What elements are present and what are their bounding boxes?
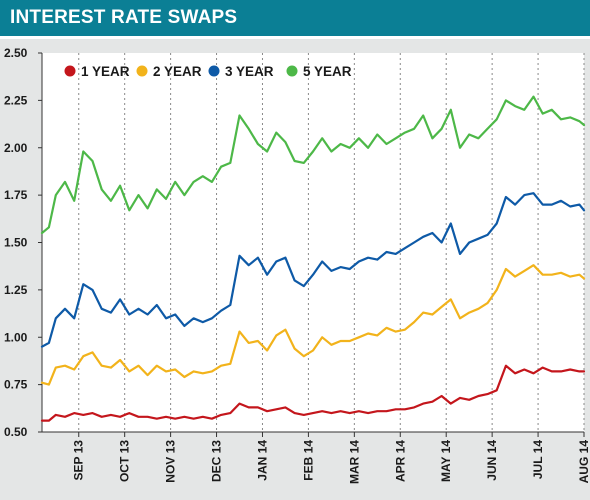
legend-marker [208, 65, 220, 77]
legend-marker [64, 65, 76, 77]
series-line-2-year [40, 264, 586, 386]
x-tick-label: NOV 13 [164, 440, 178, 483]
y-tick-label: 1.25 [4, 283, 28, 297]
line-chart: 0.50 0.75 1.00 1.25 1.50 1.75 2.00 2.25 2.50 SEP… [4, 46, 590, 484]
series-line-3-year [40, 192, 586, 348]
series-line-5-year [40, 95, 586, 235]
chart-panel: 0.50 0.75 1.00 1.25 1.50 1.75 2.00 2.25 2.50 SEP… [0, 39, 590, 500]
x-axis-ticks: SEP 13 OCT 13 NOV 13 DEC 13 JAN 14 FEB 14 MAR … [72, 432, 590, 484]
y-tick-label: 1.75 [4, 188, 28, 202]
legend-label: 2 YEAR [153, 64, 202, 79]
legend-label: 1 YEAR [81, 64, 130, 79]
legend-label: 5 YEAR [303, 64, 352, 79]
y-tick-label: 1.00 [4, 330, 28, 344]
x-tick-label: JUL 14 [531, 440, 545, 479]
y-axis-ticks: 0.50 0.75 1.00 1.25 1.50 1.75 2.00 2.25 2.50 [4, 46, 42, 439]
chart-header: INTEREST RATE SWAPS [0, 0, 590, 36]
y-tick-label: 2.50 [4, 46, 28, 60]
legend-marker [136, 65, 148, 77]
x-tick-label: MAY 14 [439, 440, 453, 482]
legend-label: 3 YEAR [225, 64, 274, 79]
x-tick-label: JAN 14 [255, 440, 269, 481]
y-tick-label: 0.50 [4, 425, 28, 439]
y-tick-label: 0.75 [4, 378, 28, 392]
legend-marker [286, 65, 298, 77]
header-divider [0, 36, 590, 39]
y-tick-label: 2.00 [4, 141, 28, 155]
legend: 1 YEAR 2 YEAR 3 YEAR 5 YEAR [64, 64, 352, 79]
x-tick-label: MAR 14 [347, 440, 361, 484]
chart-title: INTEREST RATE SWAPS [10, 7, 238, 28]
x-tick-label: OCT 13 [118, 440, 132, 482]
y-tick-label: 1.50 [4, 236, 28, 250]
y-tick-label: 2.25 [4, 93, 28, 107]
x-tick-label: FEB 14 [301, 440, 315, 481]
x-tick-label: AUG 14 [577, 440, 590, 484]
x-tick-label: DEC 13 [210, 440, 224, 482]
series-layer [40, 95, 586, 422]
series-line-1-year [40, 364, 586, 422]
x-tick-label: APR 14 [393, 440, 407, 482]
x-tick-label: SEP 13 [72, 440, 86, 481]
x-tick-label: JUN 14 [485, 440, 499, 481]
